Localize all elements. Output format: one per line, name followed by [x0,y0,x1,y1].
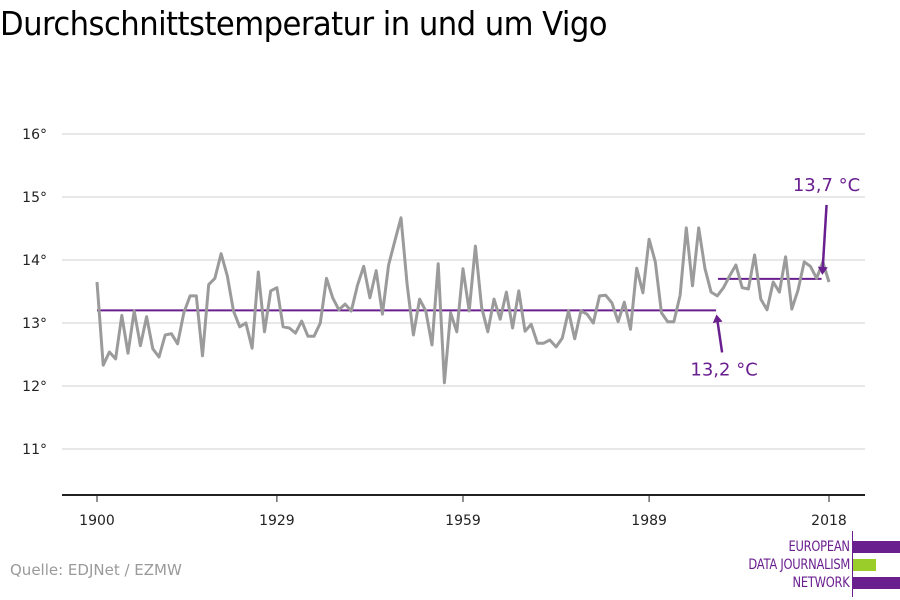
grid-lines [62,133,865,450]
logo-bar-purple-top [853,541,900,553]
logo-text-line-2: DATA JOURNALISM [748,557,850,573]
x-tick-label: 1900 [79,513,115,529]
annotation-label-13-2: 13,2 °C [690,359,757,380]
logo-divider [852,531,853,597]
x-tick-label: 1959 [445,513,481,529]
source-note: Quelle: EDJNet / EZMW [10,561,182,579]
y-tick-label: 13° [22,316,47,332]
y-tick-label: 11° [22,442,47,458]
logo-bar-green [853,559,876,571]
y-tick-label: 16° [22,127,47,143]
logo-text-line-1: EUROPEAN [788,539,851,555]
x-tick-label: 1989 [631,513,667,529]
y-axis: 11° 12° 13° 14° 15° 16° [22,127,47,458]
annotation-label-13-7: 13,7 °C [793,175,860,196]
x-axis: 1900 1929 1959 1989 2018 [79,495,847,529]
y-tick-label: 15° [22,190,47,206]
annotations: 13,2 °C 13,7 °C [690,175,860,381]
x-tick-label: 1929 [259,513,295,529]
line-chart: 11°12°13°14°15°16° 1900 1929 1959 1989 2018 … [22,127,865,529]
annotation-arrow-13-7 [817,204,828,275]
x-tick-label: 2018 [811,513,847,529]
y-tick-label: 12° [22,379,47,395]
logo-text-line-3: NETWORK [792,575,850,591]
y-tick-label: 14° [22,253,47,269]
temperature-line [95,216,831,385]
chart-title: Durchschnittstemperatur in und um Vigo [0,4,608,43]
annotation-arrow-13-2 [712,314,724,353]
logo-bar-purple-bottom [853,577,900,589]
edjnet-logo: EUROPEAN DATA JOURNALISM NETWORK [748,531,900,597]
